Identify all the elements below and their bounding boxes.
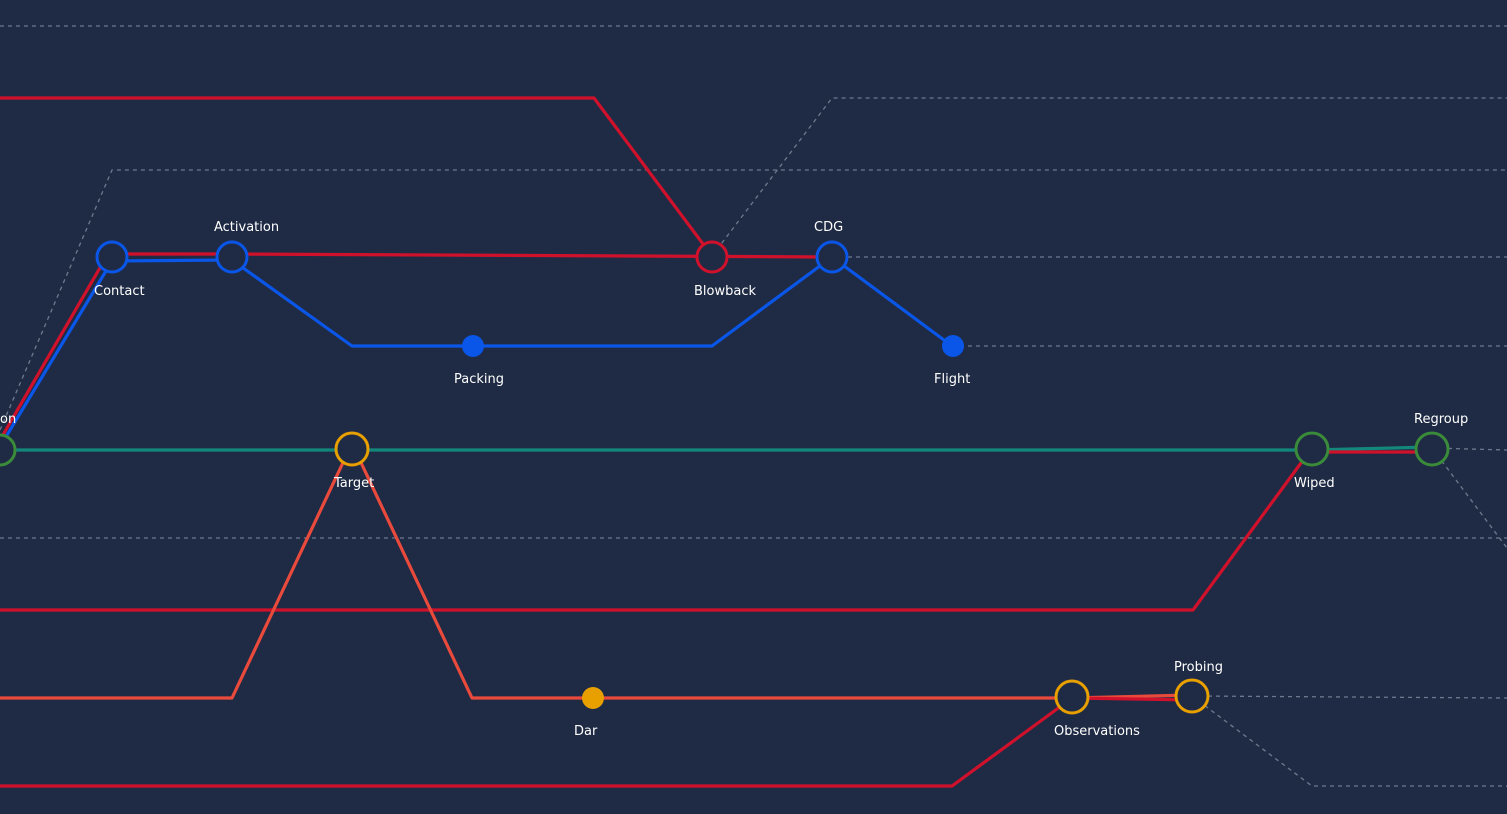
red-line-bottom bbox=[0, 696, 1194, 788]
station-labels: on Contact Activation Blowback CDG Packi… bbox=[0, 220, 1468, 739]
label-regroup: Regroup bbox=[1414, 412, 1468, 427]
station-target[interactable] bbox=[334, 431, 370, 467]
station-wiped[interactable] bbox=[1294, 431, 1330, 467]
station-contact[interactable] bbox=[95, 240, 129, 274]
station-cdg[interactable] bbox=[815, 240, 849, 274]
station-on[interactable] bbox=[0, 433, 17, 467]
station-probing[interactable] bbox=[1174, 678, 1210, 714]
station-activation[interactable] bbox=[215, 240, 249, 274]
label-wiped: Wiped bbox=[1294, 476, 1335, 491]
route-lines bbox=[0, 96, 1434, 788]
station-packing[interactable] bbox=[462, 335, 484, 357]
guide-line-a bbox=[0, 169, 1507, 431]
stations bbox=[0, 240, 1450, 715]
label-contact: Contact bbox=[94, 284, 145, 299]
label-target: Target bbox=[333, 476, 374, 491]
label-blowback: Blowback bbox=[694, 284, 756, 299]
station-dar[interactable] bbox=[582, 687, 604, 709]
station-flight[interactable] bbox=[942, 335, 964, 357]
label-packing: Packing bbox=[454, 372, 504, 387]
label-flight: Flight bbox=[934, 372, 970, 387]
station-regroup[interactable] bbox=[1414, 431, 1450, 467]
label-cdg: CDG bbox=[814, 220, 843, 235]
red-line-top bbox=[0, 96, 714, 258]
orange-red-line bbox=[0, 450, 1194, 700]
label-probing: Probing bbox=[1174, 660, 1223, 675]
label-observations: Observations bbox=[1054, 724, 1140, 739]
label-dar: Dar bbox=[574, 724, 598, 739]
guide-lines bbox=[0, 25, 1507, 787]
red-line-main bbox=[0, 252, 834, 442]
guide-line-h bbox=[1191, 695, 1507, 699]
guide-line-b bbox=[711, 97, 1507, 257]
teal-line bbox=[0, 445, 1434, 452]
station-blowback[interactable] bbox=[695, 240, 729, 274]
label-on: on bbox=[0, 412, 16, 427]
guide-line-f bbox=[1431, 447, 1507, 549]
guide-line-i bbox=[1191, 695, 1507, 787]
station-observations[interactable] bbox=[1054, 679, 1090, 715]
red-line-middle bbox=[0, 446, 1434, 612]
label-activation: Activation bbox=[214, 220, 279, 235]
